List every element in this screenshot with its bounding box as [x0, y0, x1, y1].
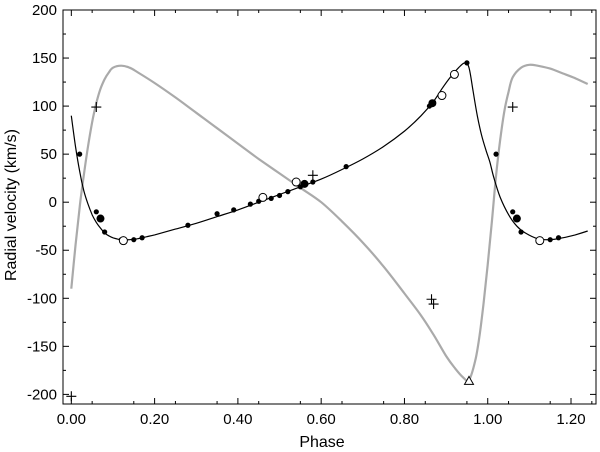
y-tick-label: 50 — [40, 146, 57, 163]
data-point-dot — [247, 201, 253, 207]
y-tick-label: 0 — [49, 194, 57, 211]
y-tick-label: -100 — [27, 290, 57, 307]
y-tick-label: -50 — [35, 242, 57, 259]
plot-frame — [62, 9, 597, 405]
data-point-dot — [77, 151, 83, 157]
data-point-open-circle — [291, 177, 301, 187]
data-point-large-dot — [300, 179, 309, 188]
y-tick-label: -200 — [27, 386, 57, 403]
x-tick-label: 0.40 — [223, 411, 252, 428]
x-tick-label: 1.00 — [473, 411, 502, 428]
data-point-open-circle — [437, 91, 447, 101]
x-tick-label: 0.60 — [307, 411, 336, 428]
axes-layer: 0.00 0.20 0.40 0.60 0.80 1.00 1.20 -200 -150 -100… — [27, 2, 596, 428]
x-tick-label: 1.20 — [556, 411, 585, 428]
data-point-dot — [185, 222, 191, 228]
data-point-dot — [93, 209, 99, 215]
data-point-dot — [547, 237, 553, 243]
x-tick-label: 0.00 — [57, 411, 86, 428]
data-point-open-circle — [258, 192, 268, 202]
data-point-dot — [102, 229, 108, 235]
data-point-open-circle — [535, 236, 545, 246]
data-point-plus — [91, 102, 102, 113]
data-point-plus — [428, 299, 439, 310]
data-point-large-dot — [428, 99, 437, 108]
x-tick-label: 0.20 — [140, 411, 169, 428]
data-point-dot — [214, 211, 220, 217]
y-tick-label: -150 — [27, 338, 57, 355]
secondary-curve-layer — [70, 63, 589, 383]
secondary-velocity-curve — [70, 63, 589, 383]
data-point-dot — [268, 195, 274, 201]
data-point-open-circle — [118, 236, 128, 246]
x-axis-title: Phase — [299, 434, 344, 451]
data-point-dot — [231, 207, 237, 213]
y-tick-label: 100 — [32, 98, 57, 115]
data-point-dot — [493, 151, 499, 157]
data-point-dot — [343, 164, 349, 170]
data-point-dot — [518, 229, 524, 235]
data-point-dot — [555, 235, 562, 241]
data-point-large-dot — [512, 214, 521, 223]
data-point-dot — [131, 237, 137, 243]
data-point-dot — [285, 189, 291, 195]
data-point-dot — [139, 235, 145, 241]
data-point-triangle — [463, 375, 475, 385]
data-point-open-circle — [449, 69, 459, 79]
data-point-dot — [464, 60, 470, 66]
marker-layer — [66, 60, 562, 402]
data-point-plus — [307, 170, 318, 181]
data-point-plus — [507, 102, 518, 113]
data-point-plus — [426, 294, 437, 305]
x-tick-label: 0.80 — [390, 411, 419, 428]
y-axis-title: Radial velocity (km/s) — [3, 129, 20, 281]
data-point-dot — [310, 179, 316, 185]
data-point-dot — [276, 192, 283, 199]
y-tick-label: 200 — [32, 2, 57, 19]
data-point-large-dot — [96, 214, 105, 223]
data-point-dot — [510, 209, 516, 215]
y-tick-label: 150 — [32, 50, 57, 67]
